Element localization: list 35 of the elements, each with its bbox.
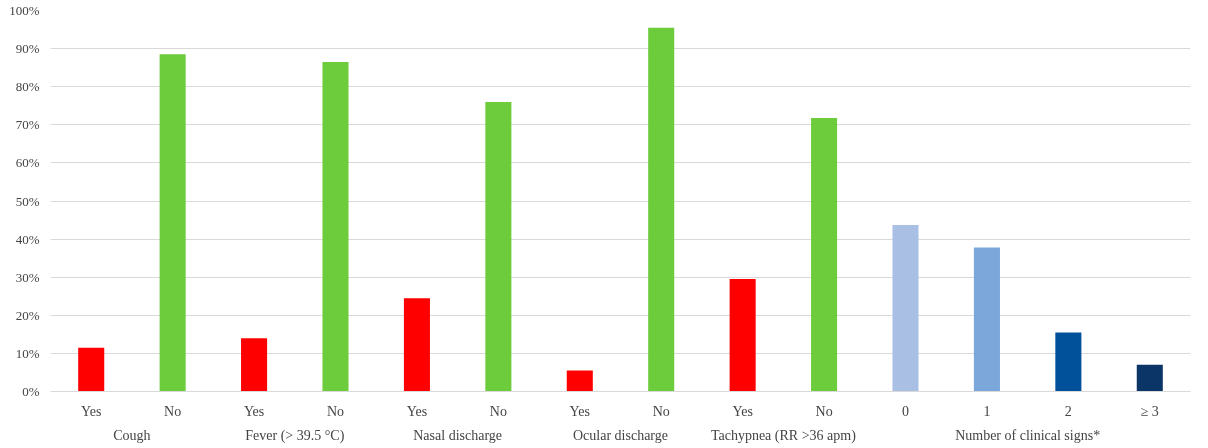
text: Number of clinical signs*	[955, 427, 1101, 443]
bar	[973, 247, 1000, 392]
y-tick-label: 0%	[22, 384, 40, 399]
x-tick-label: No	[815, 403, 833, 419]
y-tick-label: 20%	[15, 307, 40, 323]
bar	[1055, 332, 1082, 392]
text: Ocular discharge	[573, 427, 668, 443]
y-tick-label: 30%	[15, 269, 40, 285]
x-tick-label: No	[326, 403, 345, 419]
y-tick-label: 50%	[15, 193, 40, 209]
x-tick-label: Yes	[81, 403, 102, 419]
x-tick-label: No	[652, 403, 670, 419]
y-tick-label: 60%	[15, 155, 40, 171]
y-tick-label: 80%	[15, 79, 40, 95]
y-tick-label: 40%	[15, 231, 40, 247]
y-tick-label: 10%	[15, 345, 40, 361]
x-tick-label: 2	[1064, 403, 1072, 419]
x-tick-label: No	[164, 403, 182, 419]
x-tick-label: Yes	[406, 403, 428, 419]
bar	[1136, 364, 1163, 392]
x-tick-label: ≥ 3	[1140, 403, 1159, 419]
y-tick-label: 90%	[15, 41, 40, 57]
x-tick-label: Yes	[732, 403, 753, 419]
text: Nasal discharge	[413, 427, 503, 443]
x-tick-label: 1	[983, 403, 991, 419]
x-tick-label: No	[489, 403, 507, 419]
y-tick-label: 100%	[9, 3, 40, 18]
text: Cough	[113, 427, 151, 443]
bar	[892, 225, 919, 392]
text: Fever (> 39.5 °C)	[245, 427, 345, 444]
x-tick-label: 0	[902, 403, 909, 419]
text: Tachypnea (RR >36 apm)	[710, 427, 857, 444]
x-tick-label: Yes	[569, 403, 590, 419]
x-tick-label: Yes	[243, 403, 265, 419]
y-tick-label: 70%	[15, 117, 40, 133]
